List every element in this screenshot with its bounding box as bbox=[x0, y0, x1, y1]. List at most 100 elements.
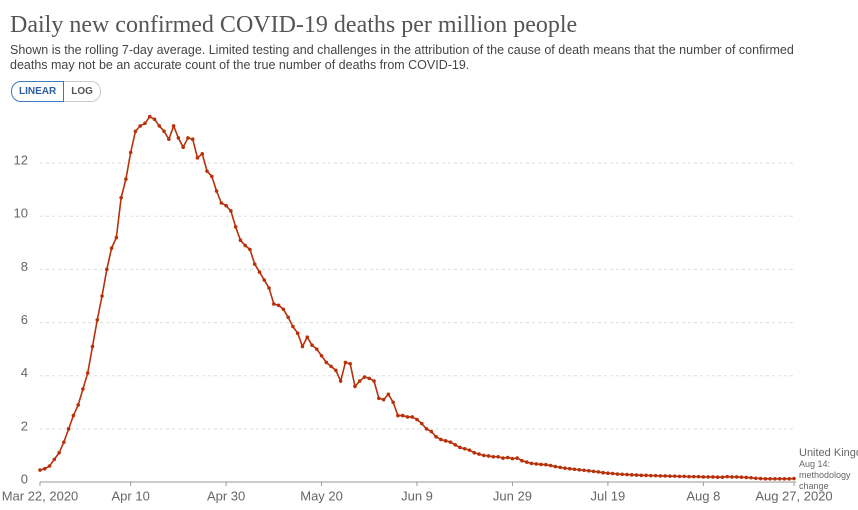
data-point bbox=[744, 475, 749, 480]
data-point bbox=[634, 473, 639, 477]
data-point bbox=[76, 403, 80, 407]
data-point bbox=[711, 475, 715, 479]
y-tick-label: 10 bbox=[14, 206, 28, 221]
data-point bbox=[577, 467, 582, 472]
data-point bbox=[777, 477, 782, 481]
data-point bbox=[143, 121, 147, 126]
scale-toggle: LINEAR LOG bbox=[11, 81, 101, 102]
data-point bbox=[439, 437, 443, 442]
data-point bbox=[90, 344, 95, 349]
data-point bbox=[109, 246, 114, 250]
data-point bbox=[405, 415, 410, 419]
data-point bbox=[152, 117, 157, 122]
data-point bbox=[558, 465, 562, 470]
data-point bbox=[367, 376, 372, 381]
x-tick-label: Aug 8 bbox=[686, 488, 720, 503]
data-point bbox=[357, 379, 362, 383]
data-point bbox=[281, 307, 286, 312]
data-point bbox=[424, 427, 429, 431]
data-point bbox=[209, 174, 214, 179]
data-point bbox=[372, 379, 376, 383]
data-point bbox=[615, 472, 620, 476]
data-point bbox=[238, 238, 243, 242]
data-point bbox=[763, 477, 768, 481]
data-point bbox=[496, 454, 500, 459]
data-point bbox=[147, 114, 152, 119]
data-point bbox=[57, 450, 61, 455]
linear-button[interactable]: LINEAR bbox=[11, 81, 65, 102]
x-tick-label: Apr 10 bbox=[112, 488, 150, 503]
data-point bbox=[730, 475, 734, 479]
data-point bbox=[501, 456, 505, 460]
data-point bbox=[105, 267, 109, 272]
data-point bbox=[124, 177, 128, 181]
data-point bbox=[668, 474, 672, 478]
data-point bbox=[200, 152, 205, 156]
y-tick-label: 2 bbox=[21, 418, 28, 433]
data-point bbox=[639, 473, 644, 478]
data-point bbox=[100, 294, 104, 298]
data-point bbox=[792, 476, 796, 481]
data-point bbox=[672, 474, 677, 478]
data-point bbox=[663, 474, 667, 478]
data-point bbox=[567, 466, 572, 471]
data-point bbox=[768, 477, 772, 481]
data-point bbox=[453, 443, 457, 447]
data-point bbox=[596, 470, 601, 474]
x-tick-label: Mar 22, 2020 bbox=[2, 488, 79, 503]
data-point bbox=[754, 476, 758, 481]
data-point bbox=[300, 344, 305, 349]
data-point bbox=[691, 474, 696, 479]
data-point bbox=[133, 129, 138, 134]
data-point bbox=[491, 454, 496, 459]
data-point bbox=[467, 448, 472, 452]
data-point bbox=[625, 472, 629, 477]
series-line bbox=[39, 115, 795, 480]
data-point bbox=[205, 169, 209, 173]
data-point bbox=[272, 302, 276, 306]
data-point bbox=[472, 450, 477, 455]
data-point bbox=[572, 467, 577, 472]
data-point bbox=[677, 474, 682, 479]
data-point bbox=[310, 343, 314, 347]
data-point bbox=[229, 209, 233, 213]
data-point bbox=[343, 360, 348, 365]
data-point bbox=[176, 136, 181, 140]
data-point bbox=[252, 262, 257, 266]
data-point bbox=[233, 225, 238, 229]
data-point bbox=[214, 189, 219, 193]
log-button[interactable]: LOG bbox=[64, 81, 101, 102]
data-point bbox=[586, 469, 591, 473]
data-point bbox=[649, 473, 653, 478]
data-point bbox=[529, 461, 534, 466]
data-point bbox=[458, 445, 462, 450]
data-point bbox=[477, 452, 481, 456]
x-tick-label: Apr 30 bbox=[207, 488, 245, 503]
data-point bbox=[314, 347, 319, 351]
data-point bbox=[42, 466, 47, 471]
data-point bbox=[773, 477, 777, 481]
data-point bbox=[85, 371, 90, 375]
data-point bbox=[591, 469, 596, 474]
data-point bbox=[524, 460, 529, 464]
annotation: Aug 14: methodology change bbox=[799, 459, 851, 491]
data-point bbox=[291, 324, 295, 329]
data-point bbox=[682, 474, 687, 479]
data-point bbox=[119, 195, 123, 200]
data-point bbox=[515, 456, 520, 460]
chart-subtitle: Shown is the rolling 7-day average. Limi… bbox=[10, 43, 794, 72]
data-point bbox=[687, 474, 691, 479]
x-tick-label: Jul 19 bbox=[591, 488, 626, 503]
data-point bbox=[95, 318, 100, 322]
data-point bbox=[701, 475, 706, 479]
data-point bbox=[276, 303, 281, 308]
data-point bbox=[582, 468, 586, 473]
data-point bbox=[486, 454, 491, 458]
data-point bbox=[443, 439, 448, 443]
data-point bbox=[696, 474, 701, 479]
y-tick-label: 6 bbox=[21, 312, 28, 327]
data-point bbox=[248, 247, 252, 252]
data-point bbox=[715, 475, 720, 480]
data-point bbox=[400, 413, 405, 418]
